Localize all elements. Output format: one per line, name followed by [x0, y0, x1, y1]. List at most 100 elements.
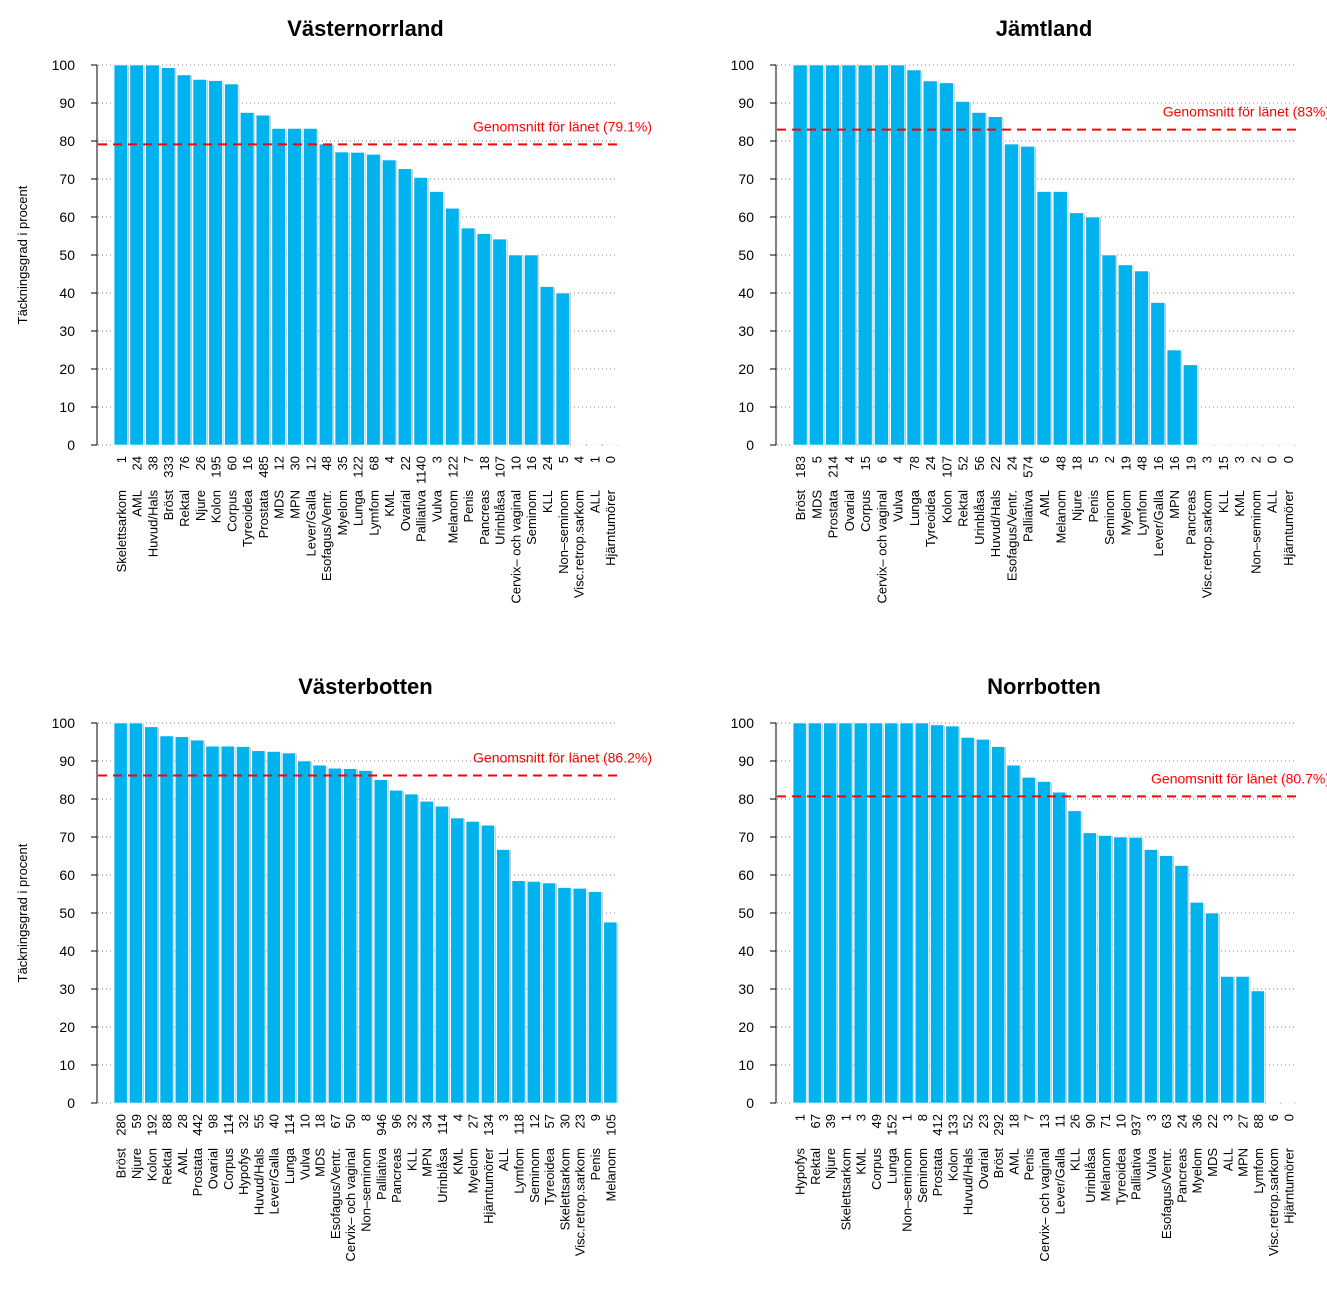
- bar: [190, 739, 205, 1104]
- bar: [1069, 212, 1084, 446]
- category-label: Cervix– och vaginal: [874, 490, 889, 604]
- count-label: 16: [1167, 456, 1182, 470]
- count-label: 23: [976, 1114, 991, 1128]
- count-label: 134: [481, 1114, 496, 1136]
- y-tick-label: 90: [59, 95, 75, 111]
- count-label: 96: [389, 1114, 404, 1128]
- bar: [312, 764, 327, 1104]
- bar: [496, 849, 511, 1104]
- count-label: 30: [557, 1114, 572, 1128]
- bar: [511, 880, 526, 1104]
- count-label: 3: [430, 456, 445, 463]
- bar: [906, 69, 922, 446]
- bar: [1235, 976, 1250, 1104]
- bar: [1183, 364, 1198, 446]
- category-label: ALL: [1265, 490, 1280, 513]
- category-label: Ovarial: [398, 490, 413, 531]
- count-label: 3: [1220, 1114, 1235, 1121]
- category-label: Visc.retrop.sarkom: [572, 490, 587, 598]
- count-label: 34: [420, 1114, 435, 1128]
- category-label: Vulva: [1144, 1147, 1159, 1180]
- bar: [318, 143, 334, 446]
- category-label: KML: [1232, 490, 1247, 517]
- bar: [539, 286, 555, 446]
- y-tick-label: 90: [59, 753, 75, 769]
- category-label: Esofagus/Ventr.: [1004, 490, 1019, 581]
- count-label: 6: [1037, 456, 1052, 463]
- category-label: KML: [450, 1148, 465, 1175]
- count-label: 183: [793, 456, 808, 478]
- y-tick-label: 80: [738, 791, 754, 807]
- category-label: Esofagus/Ventr.: [319, 490, 334, 581]
- bar: [413, 177, 428, 446]
- category-label: KLL: [1068, 1148, 1083, 1171]
- bar: [113, 64, 128, 446]
- count-label: 71: [1098, 1114, 1113, 1128]
- y-tick-label: 10: [738, 399, 754, 415]
- category-label: KLL: [540, 490, 555, 513]
- bar: [1052, 791, 1067, 1104]
- bar: [1266, 1102, 1280, 1104]
- count-label: 24: [1174, 1114, 1189, 1128]
- bar: [397, 168, 413, 446]
- count-label: 18: [1070, 456, 1085, 470]
- category-label: Melanom: [603, 1148, 618, 1201]
- average-label: Genomsnitt för länet (80.7%): [1151, 770, 1327, 786]
- y-tick-label: 40: [59, 943, 75, 959]
- category-label: Visc.retrop.sarkom: [1266, 1148, 1281, 1256]
- category-label: Njure: [823, 1148, 838, 1179]
- bar: [176, 74, 192, 446]
- chart-title: Jämtland: [996, 16, 1093, 41]
- count-label: 88: [160, 1114, 175, 1128]
- count-label: 6: [874, 456, 889, 463]
- bar: [205, 745, 220, 1104]
- count-label: 114: [282, 1114, 297, 1135]
- category-label: Prostata: [190, 1147, 205, 1196]
- bar: [1098, 835, 1112, 1104]
- y-tick-label: 0: [746, 437, 754, 453]
- count-label: 24: [130, 456, 145, 470]
- bar: [869, 722, 883, 1104]
- count-label: 118: [512, 1114, 527, 1135]
- category-label: Huvud/Hals: [961, 1148, 976, 1216]
- count-label: 6: [1266, 1114, 1281, 1121]
- y-tick-label: 90: [738, 753, 754, 769]
- category-label: Hjärntumörer: [603, 489, 618, 566]
- category-label: Hjärntumörer: [1281, 489, 1296, 566]
- category-label: Seminom: [1102, 490, 1117, 545]
- count-label: 27: [1236, 1114, 1251, 1128]
- bar: [287, 128, 302, 446]
- category-label: Penis: [1022, 1148, 1037, 1181]
- count-label: 22: [398, 456, 413, 470]
- category-label: KML: [382, 490, 397, 517]
- chart-panel: Jämtland0102030405060708090100Genomsnitt…: [731, 16, 1327, 603]
- y-tick-label: 50: [59, 247, 75, 263]
- bar: [366, 154, 381, 446]
- bar: [224, 83, 239, 446]
- bar: [481, 824, 495, 1104]
- count-label: 19: [1118, 456, 1133, 470]
- y-tick-label: 100: [52, 57, 76, 73]
- category-label: Bröst: [114, 1148, 129, 1179]
- y-tick-label: 100: [731, 57, 755, 73]
- category-label: Urinblåsa: [972, 489, 987, 545]
- count-label: 48: [319, 456, 334, 470]
- category-label: Ovarial: [976, 1148, 991, 1189]
- count-label: 3: [854, 1114, 869, 1121]
- count-label: 8: [359, 1114, 374, 1121]
- y-tick-label: 90: [738, 95, 754, 111]
- bar: [572, 887, 587, 1104]
- count-label: 49: [869, 1114, 884, 1128]
- count-label: 38: [145, 456, 160, 470]
- category-label: Lever/Galla: [1151, 489, 1166, 556]
- count-label: 18: [1006, 1114, 1021, 1128]
- bar: [1004, 143, 1019, 446]
- y-tick-label: 30: [59, 981, 75, 997]
- bar: [435, 805, 449, 1104]
- bar: [1159, 855, 1174, 1104]
- bar: [328, 767, 342, 1104]
- category-label: Lymfom: [512, 1148, 527, 1194]
- count-label: 5: [809, 456, 824, 463]
- y-tick-label: 40: [738, 285, 754, 301]
- category-label: Huvud/Hals: [251, 1148, 266, 1216]
